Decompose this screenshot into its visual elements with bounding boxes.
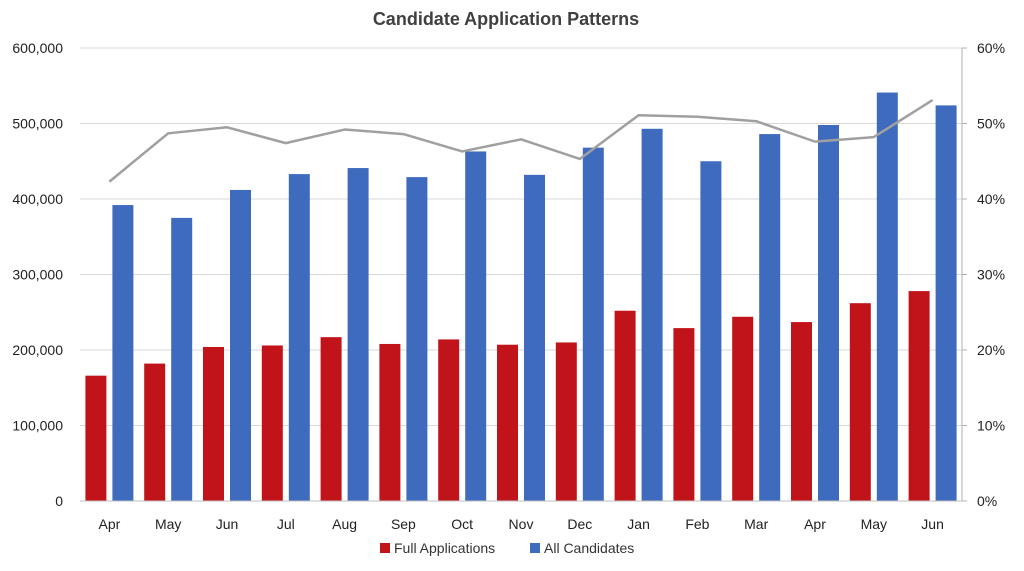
bar-full-applications (614, 310, 636, 501)
bar-all-candidates (171, 217, 193, 501)
x-tick-label: Mar (744, 516, 768, 532)
x-tick-label: Jun (216, 516, 239, 532)
bar-all-candidates (524, 174, 545, 501)
y-left-tick-label: 100,000 (12, 418, 63, 434)
bar-all-candidates (230, 189, 251, 501)
y-right-tick-label: 40% (977, 191, 1005, 207)
bar-full-applications (791, 322, 812, 501)
axes: 0 100,000 200,000 300,000 400,000 500,000 600,… (12, 40, 1005, 532)
x-tick-label: Jun (921, 516, 944, 532)
y-right-tick-label: 0% (977, 493, 997, 509)
bar-full-applications (908, 291, 930, 501)
y-left-tick-label: 500,000 (12, 116, 63, 132)
bar-full-applications (85, 375, 107, 501)
bar-all-candidates (818, 125, 839, 501)
x-tick-label: Feb (685, 516, 709, 532)
y-left-tick-label: 300,000 (12, 267, 63, 283)
bar-all-candidates (641, 128, 663, 501)
x-tick-label: May (155, 516, 181, 532)
x-tick-label: Sep (391, 516, 416, 532)
y-right-tick-label: 30% (977, 267, 1005, 283)
x-tick-label: Apr (99, 516, 121, 532)
legend-swatch-all-candidates (530, 543, 540, 553)
bar-all-candidates (876, 92, 898, 502)
x-tick-label: Oct (451, 516, 473, 532)
y-right-tick-label: 20% (977, 342, 1005, 358)
bar-all-candidates (759, 134, 781, 501)
x-tick-label: Apr (804, 516, 826, 532)
legend-swatch-full-applications (380, 543, 390, 553)
legend-label-all-candidates: All Candidates (544, 540, 634, 556)
y-left-tick-label: 200,000 (12, 342, 63, 358)
bar-all-candidates (700, 161, 722, 501)
bar-full-applications (144, 363, 166, 501)
x-tick-label: May (861, 516, 887, 532)
x-tick-label: Jul (277, 516, 295, 532)
x-tick-label: Nov (509, 516, 534, 532)
bar-full-applications (673, 328, 695, 501)
ratio-line-layer (108, 99, 934, 183)
x-tick-label: Dec (567, 516, 592, 532)
bar-all-candidates (465, 151, 487, 501)
bar-full-applications (203, 346, 224, 501)
bar-full-applications (438, 339, 460, 501)
bar-full-applications (497, 344, 518, 501)
y-right-tick-label: 60% (977, 40, 1005, 56)
x-tick-label: Aug (332, 516, 357, 532)
bar-full-applications (320, 337, 342, 501)
bar-full-applications (732, 316, 754, 501)
bar-all-candidates (288, 174, 310, 501)
chart-title: Candidate Application Patterns (373, 9, 639, 29)
y-left-tick-label: 0 (55, 493, 63, 509)
gridlines (80, 47, 962, 426)
bar-all-candidates (112, 205, 134, 502)
ratio-line (108, 99, 934, 183)
bar-full-applications (261, 345, 283, 501)
y-right-tick-label: 10% (977, 418, 1005, 434)
bar-all-candidates (347, 168, 369, 502)
y-left-tick-label: 600,000 (12, 40, 63, 56)
bar-full-applications (379, 343, 401, 501)
x-tick-label: Jan (627, 516, 650, 532)
bar-full-applications (849, 303, 871, 501)
legend: Full Applications All Candidates (380, 540, 634, 556)
bars (85, 92, 957, 502)
y-right-tick-label: 50% (977, 116, 1005, 132)
bar-full-applications (555, 342, 577, 501)
legend-label-full-applications: Full Applications (394, 540, 495, 556)
bar-all-candidates (406, 177, 428, 502)
bar-all-candidates (935, 105, 957, 501)
y-left-tick-label: 400,000 (12, 191, 63, 207)
bar-all-candidates (582, 147, 604, 501)
